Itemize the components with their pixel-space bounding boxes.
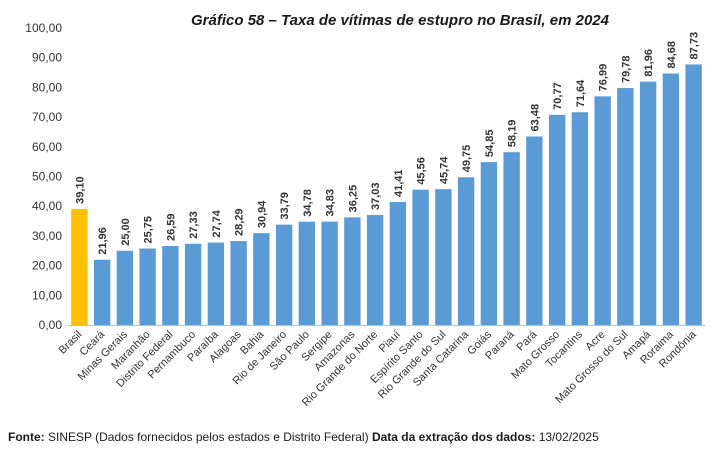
- data-label: 79,78: [620, 56, 632, 84]
- bar: [662, 73, 680, 325]
- bar: [162, 246, 179, 325]
- bar: [71, 208, 88, 325]
- data-label: 45,74: [438, 156, 450, 184]
- data-label: 37,03: [370, 182, 382, 210]
- bar: [526, 136, 543, 325]
- bar: [639, 81, 657, 325]
- data-label: 87,73: [689, 32, 701, 60]
- data-label: 26,59: [165, 213, 177, 241]
- data-label: 25,00: [120, 218, 132, 246]
- data-label: 34,78: [302, 189, 314, 217]
- data-label: 84,68: [666, 41, 678, 69]
- bar: [435, 189, 452, 325]
- data-label: 34,83: [325, 189, 337, 217]
- data-label: 58,19: [507, 120, 519, 148]
- y-axis: 0,00 10,00 20,00 30,00 40,00 50,00 60,00 70,00 8…: [25, 21, 62, 332]
- data-label: 33,79: [279, 192, 291, 220]
- bar: [617, 88, 634, 325]
- bar-chart: Gráfico 58 – Taxa de vítimas de estupro …: [25, 12, 705, 409]
- data-label: 76,99: [598, 64, 610, 92]
- data-label: 54,85: [484, 130, 496, 158]
- date-label: Data da extração dos dados:: [371, 430, 536, 444]
- data-label: 71,64: [575, 79, 587, 107]
- y-axis-tick-label: 50,00: [32, 170, 62, 184]
- data-labels: 39,10 21,96 25,00 25,75 26,59 27,33 27,74 28,29…: [74, 32, 700, 255]
- bar: [685, 64, 702, 326]
- y-axis-tick-label: 20,00: [32, 259, 62, 273]
- date-text: 13/02/2025: [538, 430, 599, 444]
- y-axis-tick-label: 0,00: [39, 318, 63, 332]
- data-label: 27,74: [211, 209, 223, 237]
- data-label: 41,41: [393, 169, 405, 197]
- bar: [480, 162, 498, 325]
- y-axis-tick-label: 30,00: [32, 229, 62, 243]
- bar: [184, 243, 202, 325]
- data-label: 36,25: [347, 185, 359, 213]
- data-label: 45,56: [416, 157, 428, 185]
- bar: [389, 202, 407, 325]
- data-label: 81,96: [643, 49, 655, 77]
- data-label: 28,29: [234, 208, 246, 236]
- source-label: Fonte:: [8, 430, 45, 444]
- bar: [594, 96, 611, 326]
- bar: [548, 114, 566, 325]
- bar: [457, 177, 475, 325]
- data-label: 25,75: [143, 216, 155, 244]
- bar: [571, 112, 589, 325]
- y-axis-tick-label: 100,00: [25, 21, 62, 35]
- bar: [298, 221, 316, 325]
- footer: Fonte: SINESP (Dados fornecidos pelos es…: [8, 430, 599, 444]
- bar: [116, 250, 134, 325]
- y-axis-tick-label: 10,00: [32, 288, 62, 302]
- bar: [230, 240, 247, 325]
- bar: [207, 242, 225, 325]
- bar: [412, 189, 429, 325]
- source-text: SINESP (Dados fornecidos pelos estados e…: [48, 430, 369, 444]
- data-label: 49,75: [461, 145, 473, 173]
- y-axis-tick-label: 80,00: [32, 80, 62, 94]
- bar: [139, 248, 156, 325]
- bar: [366, 215, 384, 325]
- bars: [71, 64, 702, 326]
- bar: [253, 233, 270, 325]
- y-axis-tick-label: 70,00: [32, 110, 62, 124]
- y-axis-tick-label: 90,00: [32, 51, 62, 65]
- bar: [321, 221, 338, 325]
- y-axis-tick-label: 60,00: [32, 140, 62, 154]
- data-label: 30,94: [256, 200, 268, 228]
- data-label: 39,10: [74, 176, 86, 204]
- data-label: 63,48: [529, 104, 541, 132]
- chart-title: Gráfico 58 – Taxa de vítimas de estupro …: [191, 12, 610, 29]
- bar: [503, 152, 520, 325]
- bar: [93, 259, 111, 325]
- y-axis-tick-label: 40,00: [32, 199, 62, 213]
- bar: [275, 224, 293, 325]
- data-label: 70,77: [552, 82, 564, 110]
- bar: [344, 217, 361, 325]
- data-label: 21,96: [97, 227, 109, 255]
- data-label: 27,33: [188, 211, 200, 239]
